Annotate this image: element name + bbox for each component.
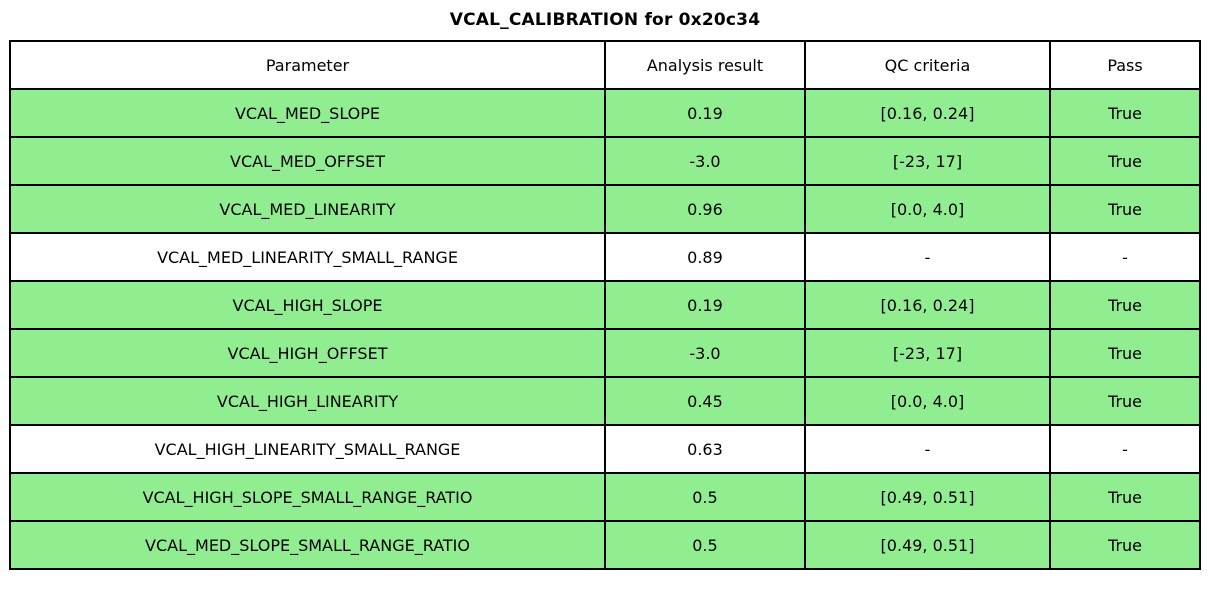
- analysis-result-cell: 0.89: [604, 232, 806, 282]
- analysis-result-cell: 0.19: [604, 88, 806, 138]
- column-header-analysis-result: Analysis result: [604, 40, 806, 90]
- column-header-pass: Pass: [1049, 40, 1201, 90]
- table-row: VCAL_MED_SLOPE 0.19 [0.16, 0.24] True: [8, 88, 1201, 138]
- column-header-parameter: Parameter: [8, 40, 607, 90]
- column-header-qc-criteria: QC criteria: [803, 40, 1052, 90]
- qc-criteria-cell: [-23, 17]: [803, 328, 1052, 378]
- parameter-cell: VCAL_HIGH_LINEARITY: [8, 376, 607, 426]
- qc-criteria-cell: [0.16, 0.24]: [803, 88, 1052, 138]
- qc-criteria-cell: [0.16, 0.24]: [803, 280, 1052, 330]
- figure-title: VCAL_CALIBRATION for 0x20c34: [449, 10, 761, 30]
- qc-criteria-cell: [0.0, 4.0]: [803, 184, 1052, 234]
- pass-cell: True: [1049, 88, 1201, 138]
- analysis-result-cell: 0.45: [604, 376, 806, 426]
- analysis-result-cell: 0.63: [604, 424, 806, 474]
- table-row: VCAL_HIGH_SLOPE 0.19 [0.16, 0.24] True: [8, 280, 1201, 330]
- pass-cell: True: [1049, 184, 1201, 234]
- analysis-result-cell: 0.5: [604, 520, 806, 570]
- qc-criteria-cell: -: [803, 232, 1052, 282]
- table-row: VCAL_MED_OFFSET -3.0 [-23, 17] True: [8, 136, 1201, 186]
- table-row: VCAL_MED_LINEARITY_SMALL_RANGE 0.89- -: [8, 232, 1201, 282]
- table-row: VCAL_HIGH_SLOPE_SMALL_RANGE_RATIO 0.5 [0.4…: [8, 472, 1201, 522]
- analysis-result-cell: -3.0: [604, 136, 806, 186]
- pass-cell: -: [1049, 232, 1201, 282]
- table-row: VCAL_HIGH_LINEARITY_SMALL_RANGE 0.63- -: [8, 424, 1201, 474]
- qc-criteria-cell: [0.0, 4.0]: [803, 376, 1052, 426]
- header-row: Parameter Analysis result QC criteria Pa…: [8, 40, 1201, 90]
- parameter-cell: VCAL_MED_OFFSET: [8, 136, 607, 186]
- parameter-cell: VCAL_HIGH_SLOPE_SMALL_RANGE_RATIO: [8, 472, 607, 522]
- parameter-cell: VCAL_HIGH_LINEARITY_SMALL_RANGE: [8, 424, 607, 474]
- parameter-cell: VCAL_MED_LINEARITY: [8, 184, 607, 234]
- pass-cell: True: [1049, 280, 1201, 330]
- qc-criteria-cell: -: [803, 424, 1052, 474]
- pass-cell: True: [1049, 376, 1201, 426]
- pass-cell: -: [1049, 424, 1201, 474]
- parameter-cell: VCAL_MED_LINEARITY_SMALL_RANGE: [8, 232, 607, 282]
- qc-criteria-cell: [0.49, 0.51]: [803, 472, 1052, 522]
- pass-cell: True: [1049, 472, 1201, 522]
- analysis-result-cell: -3.0: [604, 328, 806, 378]
- analysis-result-cell: 0.19: [604, 280, 806, 330]
- table-row: VCAL_HIGH_LINEARITY 0.45 [0.0, 4.0] True: [8, 376, 1201, 426]
- pass-cell: True: [1049, 520, 1201, 570]
- table-row: VCAL_MED_SLOPE_SMALL_RANGE_RATIO 0.5 [0.49…: [8, 520, 1201, 570]
- parameter-cell: VCAL_HIGH_OFFSET: [8, 328, 607, 378]
- qc-results-table: Parameter Analysis result QC criteria Pa…: [8, 40, 1201, 570]
- table-row: VCAL_MED_LINEARITY 0.96 [0.0, 4.0] True: [8, 184, 1201, 234]
- pass-cell: True: [1049, 328, 1201, 378]
- parameter-cell: VCAL_MED_SLOPE: [8, 88, 607, 138]
- parameter-cell: VCAL_HIGH_SLOPE: [8, 280, 607, 330]
- table-body: VCAL_MED_SLOPE 0.19 [0.16, 0.24] True VCAL_M…: [8, 88, 1201, 570]
- qc-criteria-cell: [-23, 17]: [803, 136, 1052, 186]
- analysis-result-cell: 0.5: [604, 472, 806, 522]
- analysis-result-cell: 0.96: [604, 184, 806, 234]
- qc-criteria-cell: [0.49, 0.51]: [803, 520, 1052, 570]
- table-row: VCAL_HIGH_OFFSET -3.0 [-23, 17] True: [8, 328, 1201, 378]
- parameter-cell: VCAL_MED_SLOPE_SMALL_RANGE_RATIO: [8, 520, 607, 570]
- pass-cell: True: [1049, 136, 1201, 186]
